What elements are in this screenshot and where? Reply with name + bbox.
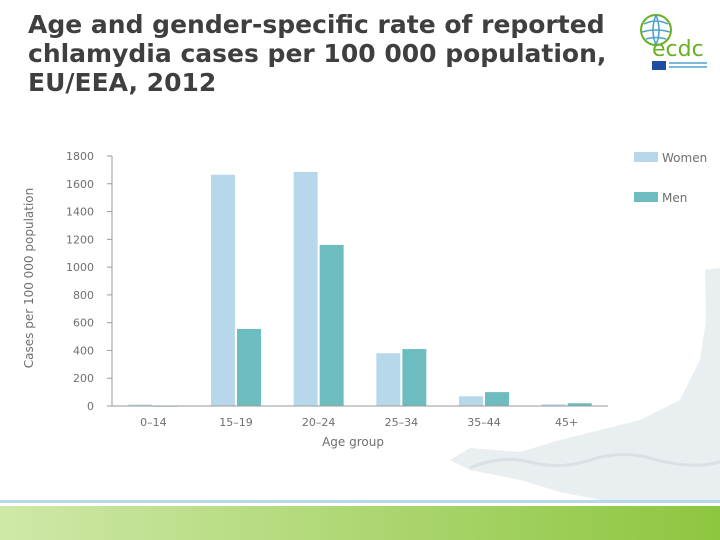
bar-men-5 [567,403,592,406]
y-tick-label: 1000 [66,261,94,274]
x-axis-label: Age group [322,435,384,449]
bar-men-1 [237,328,261,406]
bar-men-3 [402,349,427,406]
x-axis: 0–14 15–19 20–24 25–34 35–44 45+ [112,405,608,429]
x-tick-label: 25–34 [385,416,419,429]
y-tick-label: 1200 [66,233,94,246]
y-tick-label: 1600 [66,178,94,191]
legend-swatch-men [634,192,658,202]
logo-subtitle-line [669,62,707,64]
bar-women-5 [541,404,566,406]
page-title: Age and gender-specific rate of reported… [28,10,618,97]
title-line: Age and gender-specific rate of reported [28,10,605,39]
bar-women-1 [211,174,235,406]
y-tick-label: 800 [73,289,94,302]
x-tick-label: 35–44 [467,416,501,429]
bar-women-2 [293,171,318,406]
y-tick-label: 400 [73,344,94,357]
bar-women-3 [376,353,401,406]
bar-women-4 [459,396,483,406]
title-line: chlamydia cases per 100 000 population, [28,39,607,68]
legend-label: Women [662,151,707,165]
bar-men-2 [319,244,344,406]
footer-bar [0,500,720,540]
y-axis-label: Cases per 100 000 population [22,188,36,368]
logo-subtitle-line [669,66,707,68]
y-tick-label: 200 [73,372,94,385]
x-tick-label: 45+ [555,416,578,429]
x-tick-label: 0–14 [140,416,167,429]
y-tick-label: 0 [87,400,94,413]
y-tick-label: 600 [73,317,94,330]
title-line: EU/EEA, 2012 [28,68,217,97]
bars [128,171,592,407]
y-tick-label: 1400 [66,206,94,219]
ecdc-logo: ecdc [640,14,707,70]
bar-women-0 [128,404,153,406]
x-tick-label: 20–24 [302,416,336,429]
legend-swatch-women [634,152,658,162]
x-tick-label: 15–19 [219,416,253,429]
y-tick-label: 1800 [66,150,94,163]
logo-wordmark: ecdc [652,37,704,62]
legend-label: Men [662,191,687,205]
bar-men-4 [485,392,509,406]
y-axis: 0 200 400 600 800 1000 1200 1400 1600 1800 [66,150,113,413]
eu-flag [652,61,666,70]
globe-icon [640,14,672,46]
legend: Women Men [634,151,707,205]
